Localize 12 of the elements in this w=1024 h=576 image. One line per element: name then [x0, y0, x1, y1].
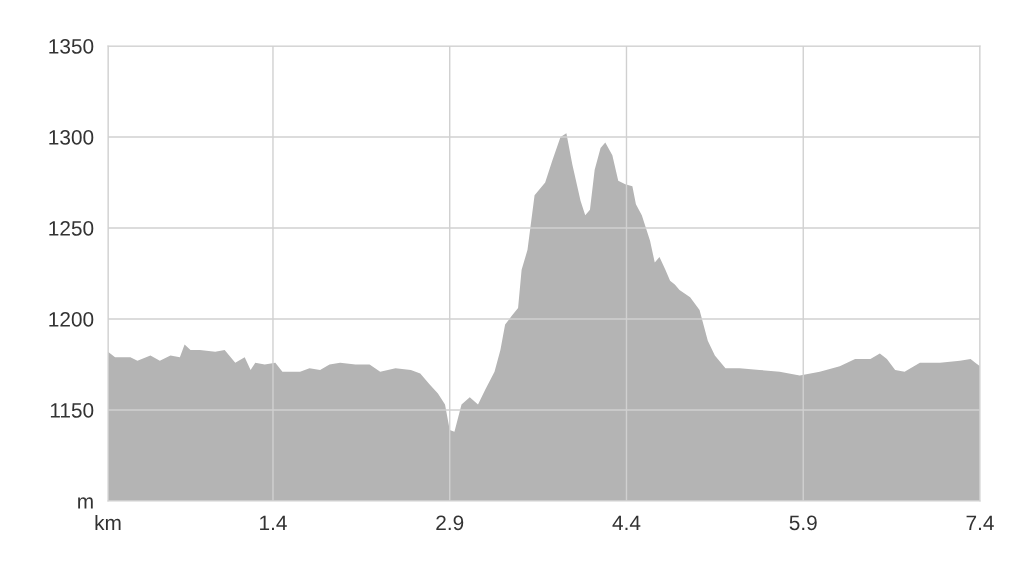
y-tick-label: m [78, 497, 93, 509]
x-tick-label: 4.4 [612, 515, 641, 530]
x-tick-label: 2.9 [436, 515, 464, 531]
y-tick-label: 1300 [49, 130, 94, 145]
y-tick-label: 1150 [50, 403, 94, 418]
x-tick-label: 1.4 [260, 515, 287, 530]
x-tick-label: km [95, 514, 121, 530]
y-tick-label: 1250 [49, 221, 94, 236]
x-tick-label: 7.4 [966, 515, 994, 530]
y-tick-label: 1350 [49, 39, 94, 54]
x-tick-label: 5.9 [789, 515, 817, 531]
y-tick-label: 1200 [49, 312, 94, 327]
